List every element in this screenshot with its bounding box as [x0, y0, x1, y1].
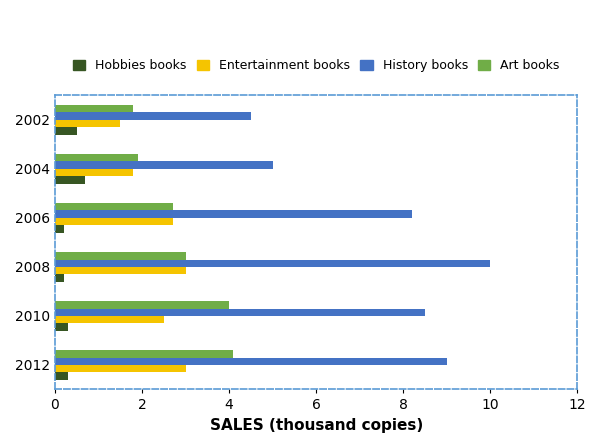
Bar	[55, 225, 64, 233]
Bar	[55, 120, 120, 127]
Bar	[55, 176, 85, 184]
Bar	[55, 211, 412, 218]
Bar	[55, 203, 173, 211]
Bar	[55, 105, 133, 112]
X-axis label: SALES (thousand copies): SALES (thousand copies)	[210, 418, 423, 433]
Bar	[55, 350, 233, 358]
Bar	[55, 274, 64, 282]
Bar	[55, 372, 68, 379]
Bar	[55, 309, 425, 316]
Bar	[55, 252, 185, 259]
Bar	[55, 301, 229, 309]
Bar	[55, 259, 490, 267]
Legend: Hobbies books, Entertainment books, History books, Art books: Hobbies books, Entertainment books, Hist…	[68, 55, 565, 78]
Bar	[55, 112, 251, 120]
Bar	[55, 161, 273, 169]
Bar	[55, 365, 185, 372]
Bar	[55, 169, 133, 176]
Bar	[55, 218, 173, 225]
Bar	[55, 316, 164, 323]
Bar	[55, 267, 185, 274]
Bar	[55, 358, 447, 365]
Bar	[55, 154, 138, 161]
Bar	[55, 323, 68, 331]
Bar	[55, 127, 77, 134]
